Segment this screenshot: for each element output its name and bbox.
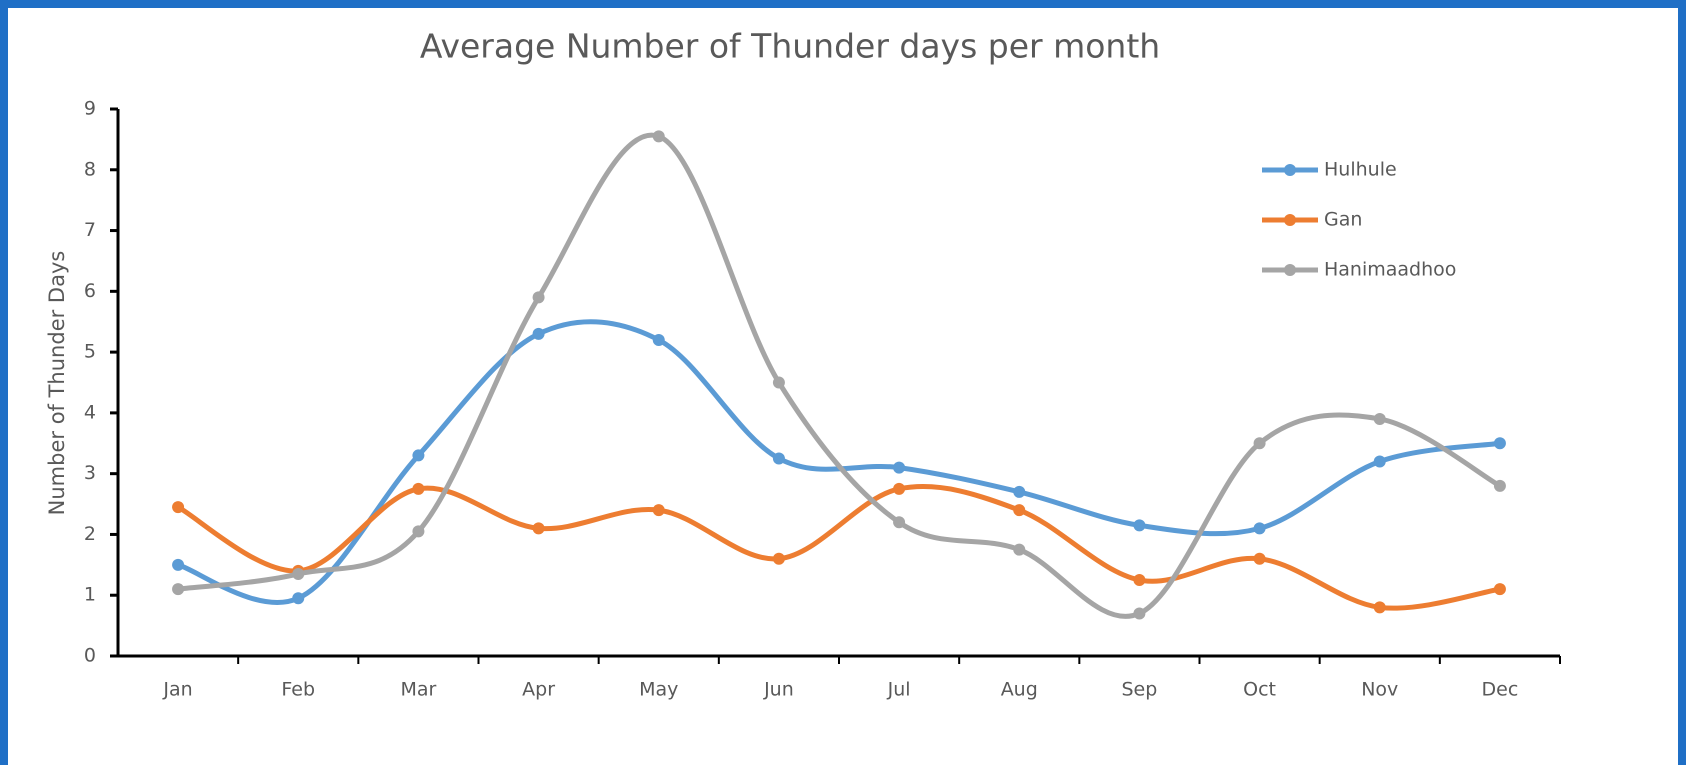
point — [1493, 437, 1506, 450]
chart-title: Average Number of Thunder days per month — [420, 27, 1160, 66]
y-tick-label: 5 — [84, 341, 96, 363]
point — [412, 525, 425, 538]
x-tick-label: Sep — [1122, 679, 1158, 701]
point — [1013, 504, 1026, 517]
point — [1373, 455, 1386, 468]
point — [652, 130, 665, 143]
x-tick-label: Jun — [763, 679, 794, 701]
point — [772, 552, 785, 565]
point — [652, 504, 665, 517]
y-tick-label: 6 — [84, 280, 96, 302]
point — [412, 482, 425, 495]
y-tick-label: 2 — [84, 523, 96, 545]
point — [1253, 522, 1266, 535]
y-tick-label: 4 — [84, 401, 96, 423]
x-tick-label: Apr — [522, 679, 555, 701]
legend-label: Hanimaadhoo — [1324, 259, 1456, 281]
legend-marker — [1284, 264, 1296, 276]
x-tick-label: Dec — [1482, 679, 1519, 701]
point — [532, 522, 545, 535]
x-tick-label: Nov — [1361, 679, 1398, 701]
point — [772, 452, 785, 465]
x-tick-label: Mar — [400, 679, 436, 701]
point — [1133, 574, 1146, 587]
point — [1133, 607, 1146, 620]
point — [652, 333, 665, 346]
point — [1493, 583, 1506, 596]
y-tick-label: 0 — [84, 645, 96, 667]
legend-marker — [1284, 164, 1296, 176]
point — [292, 567, 305, 580]
point — [893, 482, 906, 495]
x-tick-label: Jul — [887, 679, 911, 701]
point — [1133, 519, 1146, 532]
point — [1373, 601, 1386, 614]
legend-marker — [1284, 214, 1296, 226]
y-tick-label: 1 — [84, 584, 96, 606]
point — [1253, 437, 1266, 450]
point — [532, 291, 545, 304]
legend-label: Hulhule — [1324, 159, 1397, 181]
y-tick-label: 9 — [84, 98, 96, 120]
chart-background — [8, 8, 1678, 765]
point — [1373, 412, 1386, 425]
point — [1013, 485, 1026, 498]
point — [292, 592, 305, 605]
x-tick-label: Oct — [1243, 679, 1276, 701]
point — [1253, 552, 1266, 565]
point — [893, 516, 906, 529]
point — [412, 449, 425, 462]
point — [772, 376, 785, 389]
point — [1493, 479, 1506, 492]
x-tick-label: Aug — [1001, 679, 1038, 701]
y-tick-label: 3 — [84, 462, 96, 484]
point — [893, 461, 906, 474]
y-tick-label: 8 — [84, 158, 96, 180]
x-tick-label: May — [639, 679, 678, 701]
point — [172, 501, 185, 514]
point — [1013, 543, 1026, 556]
x-tick-label: Jan — [162, 679, 192, 701]
point — [532, 327, 545, 340]
legend-label: Gan — [1324, 209, 1362, 231]
x-tick-label: Feb — [281, 679, 315, 701]
line — [175, 484, 1503, 611]
y-axis-label: Number of Thunder Days — [45, 251, 69, 516]
y-tick-label: 7 — [84, 219, 96, 241]
point — [172, 558, 185, 571]
point — [172, 583, 185, 596]
